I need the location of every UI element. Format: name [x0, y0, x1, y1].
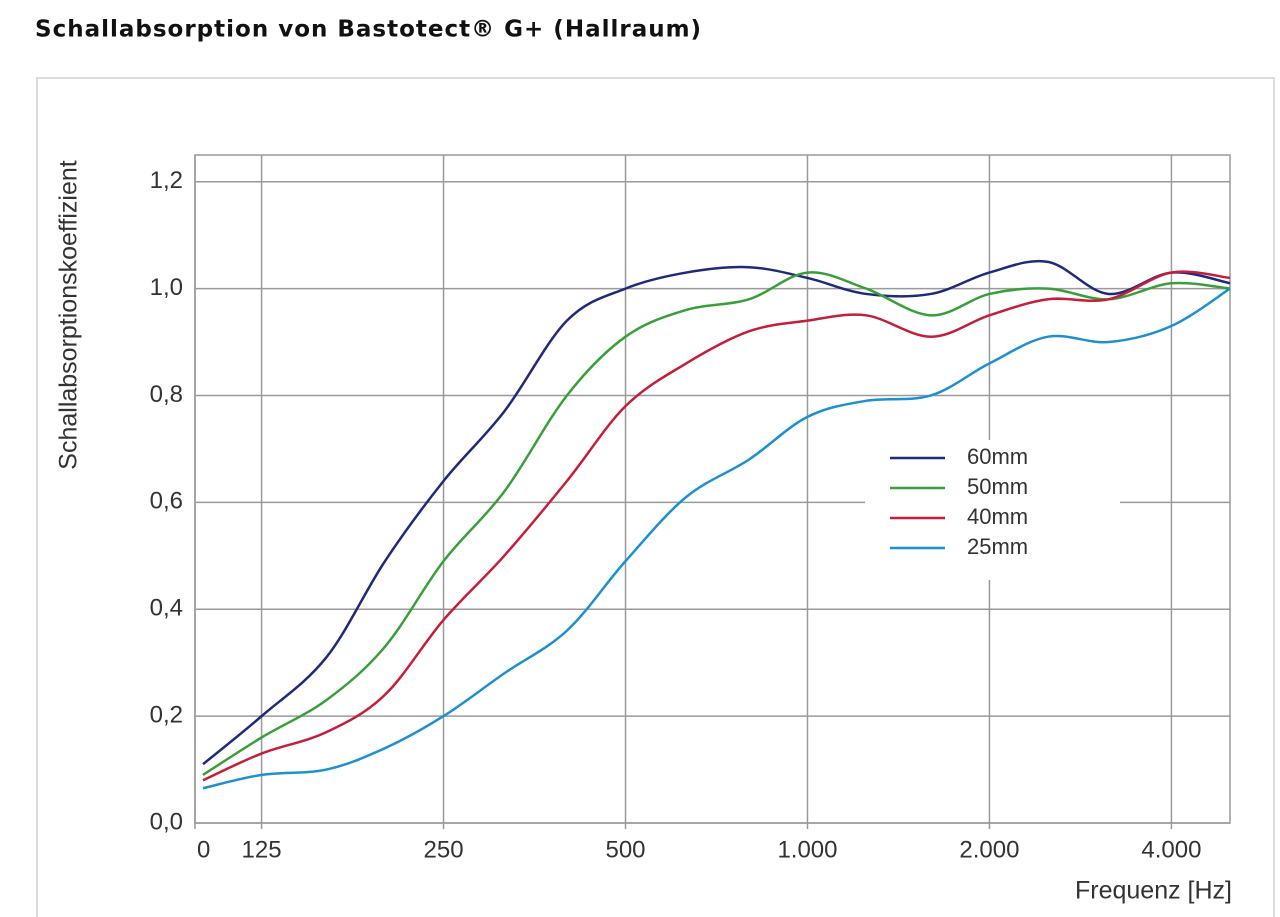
- x-tick-label: 125: [242, 836, 282, 863]
- legend-label: 40mm: [967, 504, 1028, 529]
- y-tick-label: 1,2: [150, 167, 183, 194]
- legend-label: 25mm: [967, 534, 1028, 559]
- x-tick-label: 1.000: [777, 836, 837, 863]
- x-tick-label: 2.000: [959, 836, 1019, 863]
- x-tick-label: 0: [197, 836, 210, 863]
- chart-title: Schallabsorption von Bastotect® G+ (Hall…: [35, 17, 702, 43]
- y-tick-label: 0,0: [150, 808, 183, 835]
- y-tick-label: 0,8: [150, 381, 183, 408]
- x-tick-label: 4.000: [1141, 836, 1201, 863]
- y-axis-label: Schallabsorptionskoeffizient: [55, 160, 83, 470]
- x-tick-label: 250: [424, 836, 464, 863]
- y-tick-label: 0,2: [150, 701, 183, 728]
- line: [202, 271, 1231, 776]
- line: [202, 270, 1231, 782]
- y-tick-label: 0,6: [150, 488, 183, 515]
- line: [202, 287, 1231, 790]
- y-tick-label: 0,4: [150, 595, 183, 622]
- legend-label: 60mm: [967, 444, 1028, 469]
- line: [202, 259, 1231, 766]
- x-axis-label: Frequenz [Hz]: [1075, 877, 1232, 905]
- y-tick-label: 1,0: [150, 274, 183, 301]
- legend-label: 50mm: [967, 474, 1028, 499]
- x-tick-label: 500: [605, 836, 645, 863]
- legend-box: [865, 440, 1120, 580]
